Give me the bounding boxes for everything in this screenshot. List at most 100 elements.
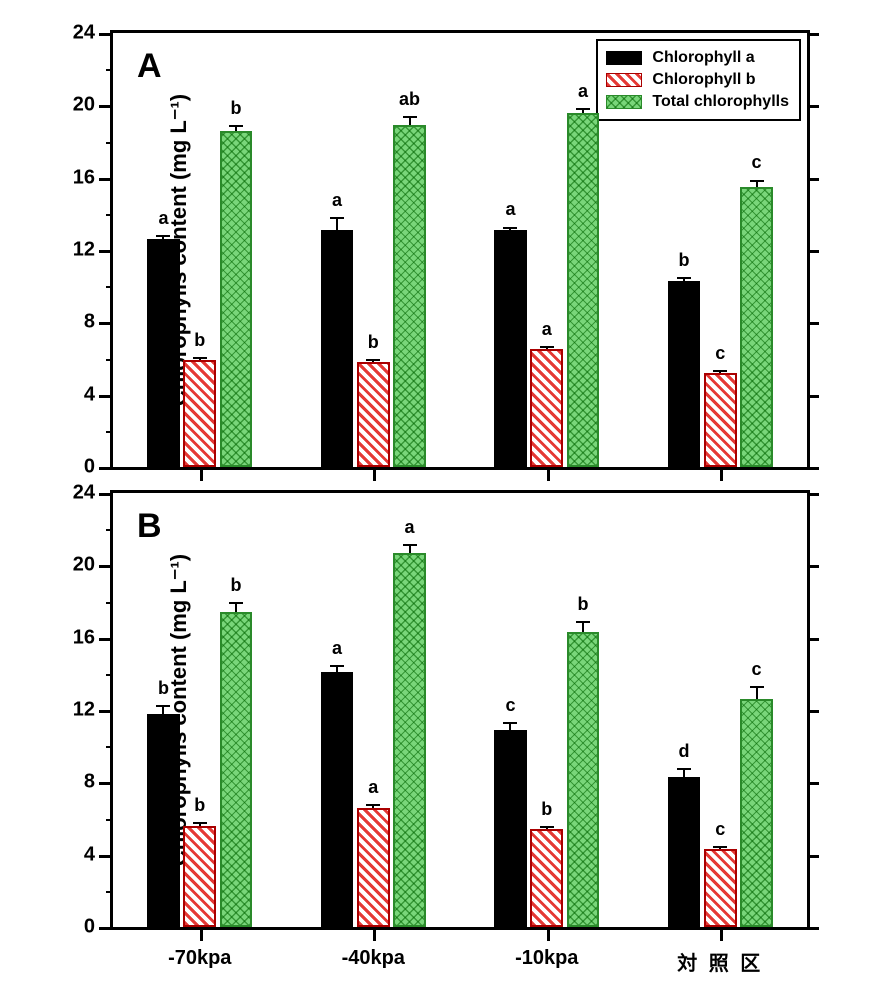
y-tick <box>99 565 113 568</box>
significance-label: b <box>541 799 552 820</box>
significance-label: d <box>678 741 689 762</box>
x-tick-label: -70kpa <box>168 947 231 970</box>
error-bar <box>719 846 721 850</box>
significance-label: b <box>578 594 589 615</box>
significance-label: a <box>505 199 515 220</box>
bar-chlorophyll_b <box>357 808 390 927</box>
error-bar <box>756 686 758 700</box>
y-minor-tick <box>106 69 113 71</box>
y-tick-inner <box>807 395 819 398</box>
bar-total <box>220 612 253 927</box>
y-minor-tick <box>106 431 113 433</box>
bar-total <box>393 553 426 927</box>
y-tick <box>99 493 113 496</box>
y-tick-inner <box>807 322 819 325</box>
y-minor-tick <box>106 746 113 748</box>
y-tick-label: 20 <box>55 554 95 577</box>
y-tick-label: 24 <box>55 22 95 45</box>
x-tick <box>200 927 203 941</box>
legend-item-chl-b: Chlorophyll b <box>606 69 789 91</box>
legend-swatch-red <box>606 73 642 87</box>
y-minor-tick <box>106 142 113 144</box>
y-tick <box>99 710 113 713</box>
error-bar <box>582 621 584 632</box>
bar-chlorophyll_b <box>183 360 216 467</box>
y-tick <box>99 33 113 36</box>
legend-label: Chlorophyll a <box>652 49 754 67</box>
y-tick-inner <box>807 855 819 858</box>
error-bar <box>336 665 338 672</box>
x-tick-label: -40kpa <box>342 947 405 970</box>
significance-label: a <box>542 319 552 340</box>
error-bar <box>509 722 511 730</box>
bar-chlorophyll_a <box>494 730 527 927</box>
error-bar <box>372 359 374 363</box>
significance-label: b <box>231 98 242 119</box>
x-tick-label: 対 照 区 <box>677 947 763 976</box>
legend-swatch-green <box>606 95 642 109</box>
error-bar <box>683 277 685 281</box>
bar-chlorophyll_b <box>530 349 563 467</box>
y-tick-inner <box>807 250 819 253</box>
y-minor-tick <box>106 819 113 821</box>
significance-label: a <box>368 777 378 798</box>
error-bar <box>546 826 548 830</box>
bar-total <box>220 131 253 467</box>
y-tick <box>99 927 113 930</box>
legend-item-total: Total chlorophylls <box>606 91 789 113</box>
legend-label: Total chlorophylls <box>652 93 789 111</box>
y-minor-tick <box>106 214 113 216</box>
error-bar <box>162 705 164 714</box>
error-bar <box>235 125 237 130</box>
x-tick <box>547 927 550 941</box>
y-tick-label: 8 <box>55 311 95 334</box>
error-bar <box>372 804 374 808</box>
error-bar <box>756 180 758 187</box>
y-minor-tick <box>106 674 113 676</box>
bar-total <box>393 125 426 467</box>
y-minor-tick <box>106 529 113 531</box>
y-tick-label: 4 <box>55 383 95 406</box>
y-tick-inner <box>807 178 819 181</box>
y-minor-tick <box>106 891 113 893</box>
panel-letter-b: B <box>137 507 162 546</box>
y-tick-inner <box>807 33 819 36</box>
bar-total <box>567 632 600 927</box>
significance-label: b <box>194 795 205 816</box>
y-tick-inner <box>807 710 819 713</box>
y-tick-inner <box>807 565 819 568</box>
y-minor-tick <box>106 286 113 288</box>
panel-b: B Chlorophylls content (mg L⁻¹) 04812162… <box>110 490 810 930</box>
bar-chlorophyll_a <box>147 714 180 927</box>
significance-label: a <box>332 190 342 211</box>
plot-area-a: A Chlorophylls content (mg L⁻¹) Chloroph… <box>110 30 810 470</box>
bar-total <box>740 699 773 927</box>
error-bar <box>336 217 338 230</box>
y-minor-tick <box>106 602 113 604</box>
y-tick-label: 8 <box>55 771 95 794</box>
significance-label: a <box>332 638 342 659</box>
y-tick-inner <box>807 467 819 470</box>
y-minor-tick <box>106 359 113 361</box>
y-tick-label: 12 <box>55 699 95 722</box>
bar-chlorophyll_b <box>704 373 737 467</box>
y-tick-inner <box>807 105 819 108</box>
error-bar <box>509 227 511 231</box>
x-tick <box>373 467 376 481</box>
error-bar <box>719 370 721 373</box>
plot-area-b: B Chlorophylls content (mg L⁻¹) 04812162… <box>110 490 810 930</box>
bar-chlorophyll_b <box>530 829 563 927</box>
error-bar <box>409 544 411 553</box>
significance-label: b <box>678 250 689 271</box>
error-bar <box>235 602 237 613</box>
bar-chlorophyll_b <box>704 849 737 927</box>
y-tick-label: 4 <box>55 843 95 866</box>
bar-chlorophyll_b <box>183 826 216 927</box>
y-tick <box>99 855 113 858</box>
y-tick <box>99 782 113 785</box>
y-tick-label: 16 <box>55 626 95 649</box>
significance-label: c <box>751 659 761 680</box>
y-tick-label: 0 <box>55 916 95 939</box>
legend-swatch-black <box>606 51 642 65</box>
y-tick-inner <box>807 493 819 496</box>
